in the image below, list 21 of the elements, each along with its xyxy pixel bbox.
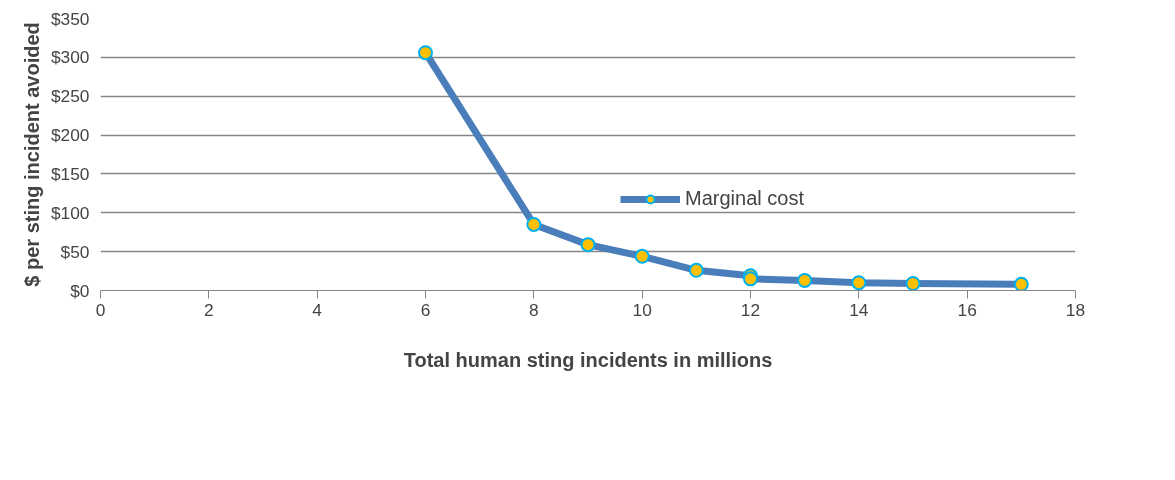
y-tick-label: $50 bbox=[60, 241, 90, 262]
legend-label: Marginal cost bbox=[685, 187, 804, 210]
y-tick-label: $200 bbox=[50, 125, 90, 146]
x-tick-label: 12 bbox=[740, 299, 761, 320]
x-tick-label: 8 bbox=[529, 299, 539, 320]
y-tick-label: $100 bbox=[50, 202, 90, 223]
x-tick-label: 2 bbox=[204, 299, 214, 320]
y-tick-label: $350 bbox=[50, 8, 90, 29]
y-axis-title: $ per sting incident avoided bbox=[20, 22, 43, 287]
x-tick-label: 18 bbox=[1065, 299, 1086, 320]
y-tick-label: $300 bbox=[50, 47, 90, 68]
x-tick-label: 14 bbox=[849, 299, 869, 320]
x-tick-label: 0 bbox=[95, 299, 106, 320]
y-tick-label: $150 bbox=[50, 163, 90, 184]
y-tick-label: $0 bbox=[70, 280, 90, 301]
x-tick-label: 10 bbox=[632, 299, 652, 320]
x-tick-label: 4 bbox=[312, 299, 323, 320]
y-tick-label: $250 bbox=[50, 86, 90, 107]
x-tick-label: 6 bbox=[420, 299, 431, 320]
x-tick-label: 16 bbox=[957, 299, 977, 320]
x-axis-title: Total human sting incidents in millions bbox=[403, 348, 773, 371]
